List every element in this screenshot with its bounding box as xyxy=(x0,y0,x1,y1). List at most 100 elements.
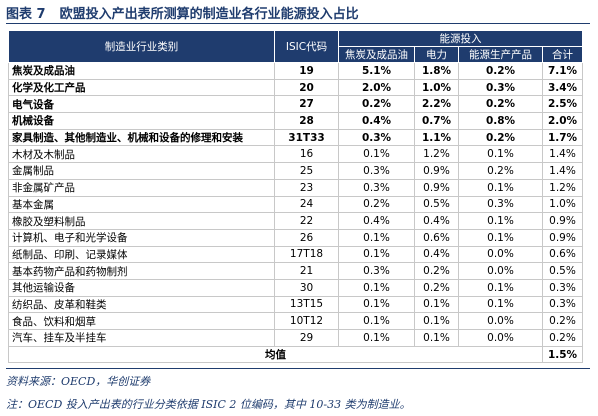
value-cell: 1.2% xyxy=(542,178,583,197)
value-cell: 25 xyxy=(274,162,339,180)
category-cell: 计算机、电子和光学设备 xyxy=(8,228,275,247)
mean-row: 均值 1.5% xyxy=(8,345,583,364)
table-row: 其他运输设备 30 0.1% 0.2% 0.1% 0.3% xyxy=(8,278,583,297)
value-cell: 0.7% xyxy=(414,112,459,130)
table-row: 化学及化工产品 20 2.0% 1.0% 0.3% 3.4% xyxy=(8,78,583,97)
value-cell: 0.1% xyxy=(458,278,543,297)
value-cell: 0.2% xyxy=(458,162,543,180)
mean-label: 均值 xyxy=(8,345,543,364)
header-cell: 合计 xyxy=(542,46,583,63)
value-cell: 2.0% xyxy=(542,112,583,130)
value-cell: 0.3% xyxy=(542,295,583,314)
category-cell: 化学及化工产品 xyxy=(8,78,275,97)
value-cell: 0.3% xyxy=(338,262,415,280)
table-row: 纺织品、皮革和鞋类 13T15 0.1% 0.1% 0.1% 0.3% xyxy=(8,295,583,314)
note: 注：OECD 投入产出表的行业分类依据 ISIC 2 位编码，其中 10-33 … xyxy=(6,398,411,411)
value-cell: 10T12 xyxy=(274,312,339,330)
value-cell: 0.2% xyxy=(338,95,415,114)
value-cell: 0.2% xyxy=(338,195,415,214)
value-cell: 0.0% xyxy=(458,245,543,264)
value-cell: 0.1% xyxy=(414,295,459,314)
value-cell: 2.5% xyxy=(542,95,583,114)
value-cell: 0.1% xyxy=(338,312,415,330)
value-cell: 13T15 xyxy=(274,295,339,314)
header-cell: 焦炭及成品油 xyxy=(338,46,415,63)
category-cell: 基本药物产品和药物制剂 xyxy=(8,262,275,280)
value-cell: 28 xyxy=(274,112,339,130)
title-label: 图表 7 xyxy=(6,7,46,22)
value-cell: 0.9% xyxy=(542,228,583,247)
value-cell: 0.0% xyxy=(458,312,543,330)
table-row: 木材及木制品 16 0.1% 1.2% 0.1% 1.4% xyxy=(8,145,583,164)
value-cell: 0.9% xyxy=(414,178,459,197)
value-cell: 0.2% xyxy=(542,312,583,330)
category-cell: 汽车、挂车及半挂车 xyxy=(8,329,275,347)
value-cell: 7.1% xyxy=(542,62,583,80)
value-cell: 0.1% xyxy=(458,145,543,164)
value-cell: 0.2% xyxy=(458,95,543,114)
table-row: 汽车、挂车及半挂车 29 0.1% 0.1% 0.0% 0.2% xyxy=(8,329,583,347)
value-cell: 2.2% xyxy=(414,95,459,114)
value-cell: 0.3% xyxy=(338,128,415,147)
value-cell: 0.1% xyxy=(338,245,415,264)
category-cell: 金属制品 xyxy=(8,162,275,180)
category-cell: 食品、饮料和烟草 xyxy=(8,312,275,330)
category-cell: 机械设备 xyxy=(8,112,275,130)
table-row: 家具制造、其他制造业、机械和设备的修理和安装 31T33 0.3% 1.1% 0.2% 1… xyxy=(8,128,583,147)
value-cell: 1.0% xyxy=(542,195,583,214)
value-cell: 0.1% xyxy=(458,295,543,314)
table-row: 焦炭及成品油 19 5.1% 1.8% 0.2% 7.1% xyxy=(8,62,583,80)
value-cell: 0.1% xyxy=(414,312,459,330)
table-row: 基本药物产品和药物制剂 21 0.3% 0.2% 0.0% 0.5% xyxy=(8,262,583,280)
value-cell: 0.0% xyxy=(458,262,543,280)
header-cell: 电力 xyxy=(414,46,459,63)
value-cell: 0.3% xyxy=(338,162,415,180)
value-cell: 1.4% xyxy=(542,162,583,180)
value-cell: 0.3% xyxy=(458,78,543,97)
value-cell: 0.3% xyxy=(458,195,543,214)
value-cell: 0.0% xyxy=(458,329,543,347)
value-cell: 0.4% xyxy=(338,212,415,230)
value-cell: 0.4% xyxy=(338,112,415,130)
value-cell: 27 xyxy=(274,95,339,114)
category-cell: 焦炭及成品油 xyxy=(8,62,275,80)
category-cell: 其他运输设备 xyxy=(8,278,275,297)
value-cell: 1.1% xyxy=(414,128,459,147)
value-cell: 1.0% xyxy=(414,78,459,97)
value-cell: 0.4% xyxy=(414,245,459,264)
value-cell: 0.8% xyxy=(458,112,543,130)
value-cell: 0.9% xyxy=(542,212,583,230)
value-cell: 3.4% xyxy=(542,78,583,97)
value-cell: 0.9% xyxy=(414,162,459,180)
table-row: 电气设备 27 0.2% 2.2% 0.2% 2.5% xyxy=(8,95,583,114)
value-cell: 0.3% xyxy=(542,278,583,297)
table-row: 计算机、电子和光学设备 26 0.1% 0.6% 0.1% 0.9% xyxy=(8,228,583,247)
header-cell: ISIC代码 xyxy=(274,30,339,63)
value-cell: 0.1% xyxy=(414,329,459,347)
divider xyxy=(6,368,590,369)
value-cell: 0.2% xyxy=(458,62,543,80)
table-row: 纸制品、印刷、记录媒体 17T18 0.1% 0.4% 0.0% 0.6% xyxy=(8,245,583,264)
value-cell: 0.1% xyxy=(338,278,415,297)
value-cell: 2.0% xyxy=(338,78,415,97)
header-cell: 制造业行业类别 xyxy=(8,30,275,63)
value-cell: 0.1% xyxy=(338,145,415,164)
value-cell: 5.1% xyxy=(338,62,415,80)
value-cell: 0.4% xyxy=(414,212,459,230)
category-cell: 纺织品、皮革和鞋类 xyxy=(8,295,275,314)
value-cell: 17T18 xyxy=(274,245,339,264)
table-row: 机械设备 28 0.4% 0.7% 0.8% 2.0% xyxy=(8,112,583,130)
value-cell: 1.8% xyxy=(414,62,459,80)
category-cell: 电气设备 xyxy=(8,95,275,114)
category-cell: 家具制造、其他制造业、机械和设备的修理和安装 xyxy=(8,128,275,147)
value-cell: 0.1% xyxy=(458,228,543,247)
table-row: 食品、饮料和烟草 10T12 0.1% 0.1% 0.0% 0.2% xyxy=(8,312,583,330)
table-row: 基本金属 24 0.2% 0.5% 0.3% 1.0% xyxy=(8,195,583,214)
header-cell: 能源生产产品 xyxy=(458,46,543,63)
value-cell: 0.6% xyxy=(542,245,583,264)
category-cell: 基本金属 xyxy=(8,195,275,214)
value-cell: 30 xyxy=(274,278,339,297)
data-table: 制造业行业类别 ISIC代码 能源投入 焦炭及成品油 电力 能源生产产品 合计 焦炭及成品… xyxy=(8,30,583,364)
header-cell: 能源投入 xyxy=(338,30,583,47)
